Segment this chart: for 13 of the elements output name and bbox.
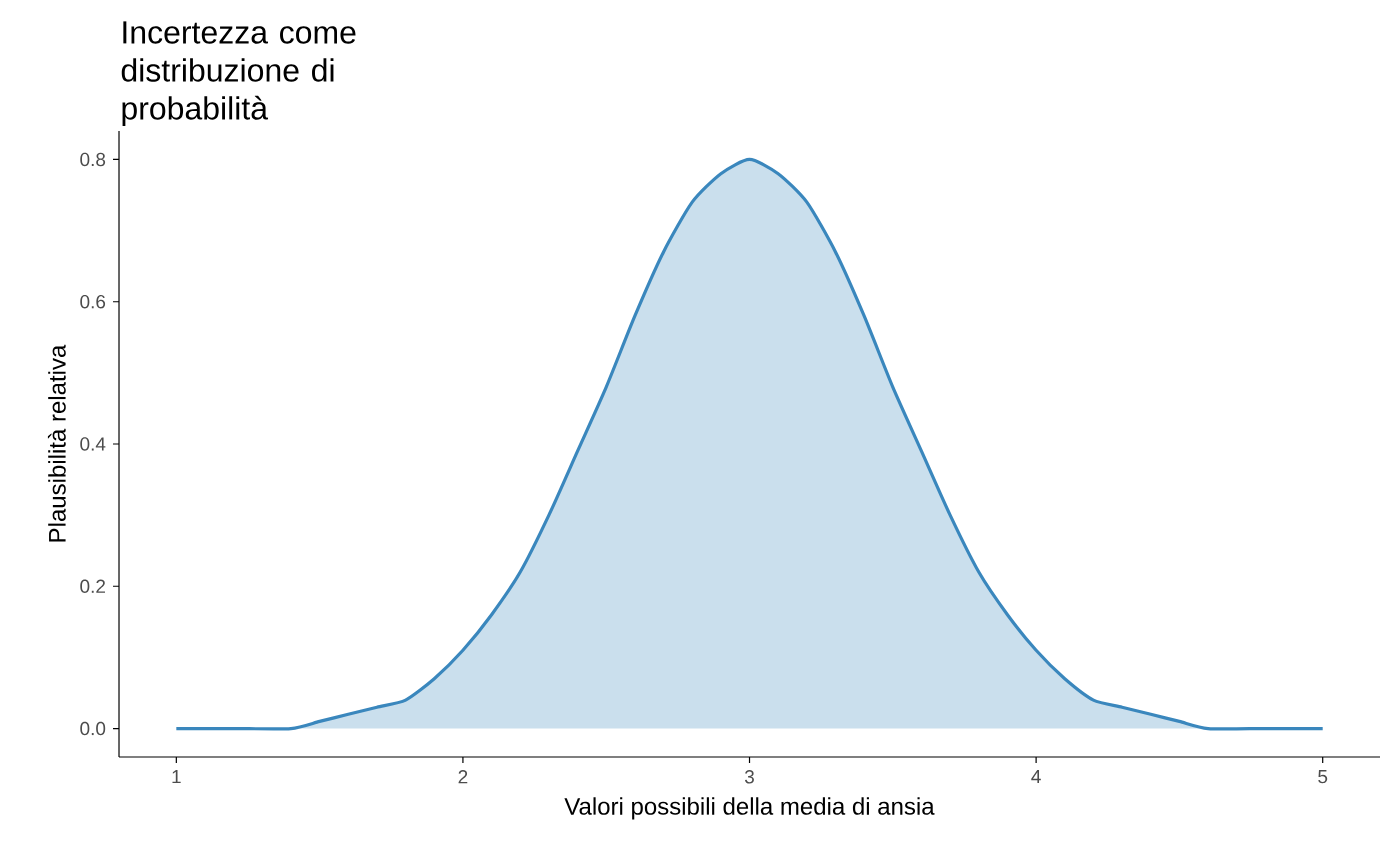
x-tick-label: 4 (1031, 770, 1041, 784)
y-tick-label: 0.2 (80, 579, 106, 593)
x-tick-label: 1 (172, 770, 181, 784)
x-tick-label: 5 (1318, 770, 1328, 784)
x-axis-title: Valori possibili della media di ansia (564, 797, 935, 820)
y-tick-label: 0.0 (80, 721, 106, 736)
y-tick-label: 0.6 (80, 295, 106, 309)
chart-title: Incertezza come distribuzione di probabilità (121, 21, 356, 127)
y-tick-label: 0.4 (80, 437, 106, 451)
y-axis-title: Plausibilità relativa (47, 344, 66, 542)
y-tick-label: 0.8 (80, 152, 106, 167)
x-tick-label: 3 (744, 770, 754, 784)
x-tick-label: 2 (458, 770, 468, 784)
